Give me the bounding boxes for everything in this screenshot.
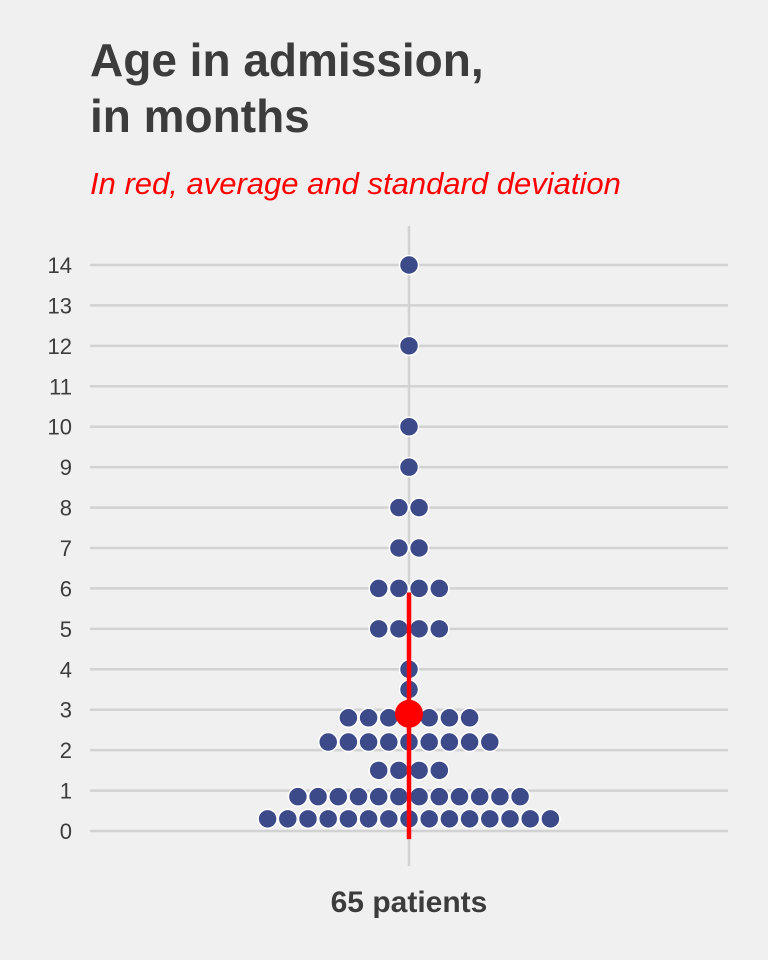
chart-title: Age in admission, in months (90, 32, 730, 144)
data-point (398, 456, 420, 478)
data-point (287, 786, 309, 807)
data-point (277, 808, 299, 830)
data-point (459, 808, 480, 830)
data-point (307, 786, 329, 807)
data-point (368, 618, 389, 640)
data-point (408, 537, 430, 559)
data-point (439, 707, 460, 729)
data-point (439, 731, 460, 753)
data-point (257, 808, 278, 830)
data-point (388, 497, 410, 518)
data-point (459, 731, 480, 753)
data-point (358, 731, 379, 753)
y-tick-label: 4 (60, 657, 72, 682)
data-point (358, 707, 379, 729)
data-point (418, 808, 440, 830)
data-point (388, 618, 410, 640)
data-point (388, 786, 410, 807)
x-axis-label: 65 patients (331, 886, 488, 919)
data-point (429, 760, 450, 781)
data-point (338, 808, 359, 830)
y-tick-label: 2 (60, 738, 72, 763)
data-point (469, 786, 490, 807)
data-point (429, 618, 450, 640)
mean-dot (395, 699, 423, 728)
data-point (449, 786, 470, 807)
y-tick-label: 13 (48, 293, 72, 318)
data-point (408, 786, 430, 807)
y-tick-label: 14 (48, 253, 72, 278)
y-tick-label: 10 (48, 415, 72, 440)
data-point (439, 808, 460, 830)
y-tick-label: 3 (60, 698, 72, 723)
y-tick-label: 8 (60, 496, 72, 521)
data-point (368, 760, 389, 781)
data-point (398, 416, 420, 437)
y-tick-label: 9 (60, 455, 72, 480)
data-point (348, 786, 369, 807)
y-tick-label: 11 (49, 374, 72, 399)
data-point (509, 786, 531, 807)
data-point (338, 731, 359, 753)
data-point (388, 760, 410, 781)
data-point (398, 335, 420, 357)
data-point (519, 808, 541, 830)
chart-title-line-1: Age in admission, (90, 34, 484, 86)
data-point (338, 707, 359, 729)
data-point (489, 786, 511, 807)
y-tick-label: 7 (60, 536, 72, 561)
data-point (378, 731, 400, 753)
data-point (297, 808, 319, 830)
data-point (408, 497, 430, 518)
y-tick-label: 5 (60, 617, 72, 642)
data-point (408, 578, 430, 599)
data-point (398, 254, 420, 276)
data-point (328, 786, 349, 807)
data-point (479, 808, 501, 830)
data-point (540, 808, 561, 830)
y-tick-label: 6 (60, 576, 72, 601)
data-point (408, 760, 430, 781)
chart-subtitle: In red, average and standard deviation (90, 166, 621, 201)
data-point (368, 786, 389, 807)
data-point (499, 808, 521, 830)
data-point (368, 578, 389, 599)
data-point (408, 618, 430, 640)
data-points (257, 254, 561, 830)
data-point (378, 808, 400, 830)
data-point (459, 707, 480, 729)
data-point (429, 786, 450, 807)
data-point (479, 731, 501, 753)
data-point (418, 731, 440, 753)
data-point (317, 731, 339, 753)
y-tick-label: 12 (48, 334, 72, 359)
data-point (388, 537, 410, 559)
data-point (317, 808, 339, 830)
y-tick-label: 0 (60, 819, 72, 844)
y-tick-label: 1 (60, 779, 72, 804)
data-point (429, 578, 450, 599)
chart-title-line-2: in months (90, 90, 310, 142)
data-point (388, 578, 410, 599)
data-point (358, 808, 379, 830)
